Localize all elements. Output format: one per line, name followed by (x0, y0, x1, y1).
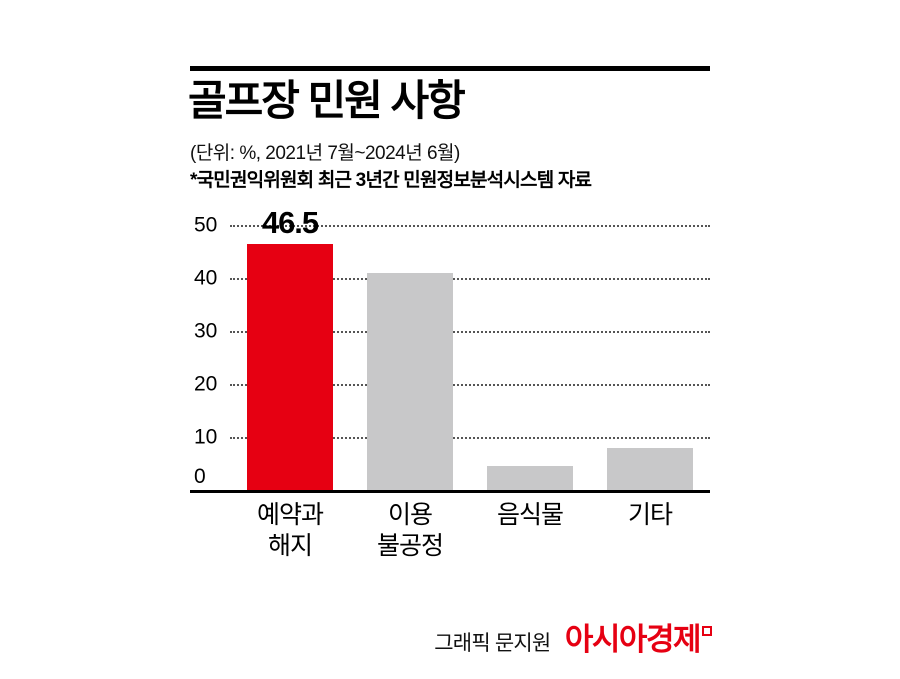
gridline-30 (230, 331, 710, 333)
y-tick-label-0: 0 (194, 464, 206, 488)
bar-1 (367, 273, 453, 490)
bars-container: 46.5 (230, 205, 710, 490)
y-tick-label-20: 20 (194, 372, 218, 396)
gridline-20 (230, 384, 710, 386)
bar-2 (487, 466, 573, 490)
x-axis-baseline (190, 490, 710, 493)
bar-value-label: 46.5 (261, 205, 319, 240)
brand-logo-text: 아시아경제 (564, 622, 702, 657)
gridline-40 (230, 278, 710, 280)
plot-area: 50 40 30 20 10 0 46.5 (190, 205, 710, 493)
x-category-label-1: 이용 불공정 (376, 501, 444, 561)
bar-3 (607, 448, 693, 490)
x-category-label-0: 예약과 해지 (256, 501, 324, 561)
x-category-label-3: 기타 (627, 501, 673, 529)
bar-column-3 (590, 225, 710, 490)
brand-square-icon (702, 626, 712, 636)
chart-title: 골프장 민원 사항 (188, 77, 466, 124)
y-tick-label-40: 40 (194, 266, 218, 290)
y-tick-label-50: 50 (194, 213, 218, 237)
x-axis-labels: 예약과 해지 이용 불공정 음식물 기타 (230, 500, 710, 563)
bar-0: 46.5 (247, 205, 333, 490)
graphic-credit: 그래픽 문지원 (434, 632, 551, 655)
gridline-50 (230, 225, 710, 227)
brand-logo: 아시아경제 (565, 622, 712, 657)
y-tick-label-30: 30 (194, 319, 218, 343)
bar-column-1 (350, 225, 470, 490)
bar-column-2 (470, 225, 590, 490)
source-note: *국민권익위원회 최근 3년간 민원정보분석시스템 자료 (190, 170, 592, 191)
x-category-label-2: 음식물 (496, 501, 564, 529)
y-tick-label-10: 10 (194, 425, 218, 449)
bar-column-0: 46.5 (230, 205, 350, 490)
footer-credit: 그래픽 문지원 아시아경제 (190, 614, 712, 659)
gridline-10 (230, 437, 710, 439)
chart-subtitle: (단위: %, 2021년 7월~2024년 6월) (190, 143, 460, 164)
title-rule (190, 66, 710, 71)
